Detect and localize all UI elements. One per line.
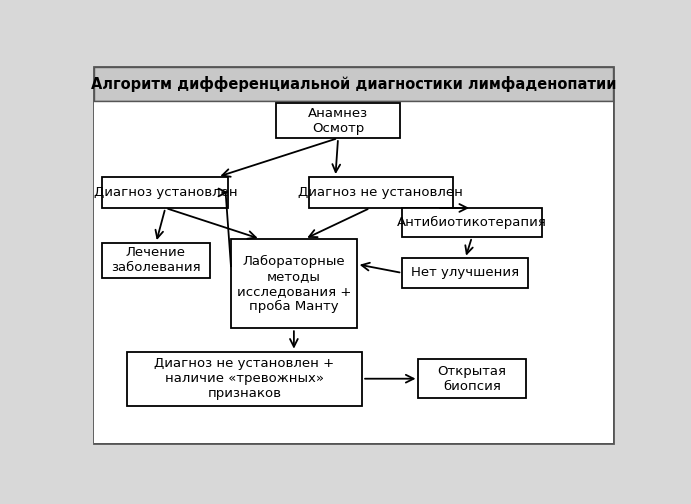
FancyBboxPatch shape xyxy=(402,259,528,287)
FancyBboxPatch shape xyxy=(126,352,362,406)
FancyBboxPatch shape xyxy=(276,103,399,138)
Text: Диагноз установлен: Диагноз установлен xyxy=(93,186,237,199)
Text: Диагноз не установлен +
наличие «тревожных»
признаков: Диагноз не установлен + наличие «тревожн… xyxy=(154,357,334,400)
FancyBboxPatch shape xyxy=(231,239,357,328)
Text: Открытая
биопсия: Открытая биопсия xyxy=(437,365,507,393)
FancyBboxPatch shape xyxy=(402,208,542,237)
Text: Антибиотикотерапия: Антибиотикотерапия xyxy=(397,216,547,229)
FancyBboxPatch shape xyxy=(95,67,613,101)
FancyBboxPatch shape xyxy=(95,101,613,443)
FancyBboxPatch shape xyxy=(102,177,228,208)
Text: Нет улучшения: Нет улучшения xyxy=(411,267,520,279)
FancyBboxPatch shape xyxy=(102,243,209,278)
Text: Диагноз не установлен: Диагноз не установлен xyxy=(299,186,464,199)
Text: Лабораторные
методы
исследования +
проба Манту: Лабораторные методы исследования + проба… xyxy=(237,255,351,312)
Text: Алгоритм дифференциальной диагностики лимфаденопатии: Алгоритм дифференциальной диагностики ли… xyxy=(91,76,616,92)
FancyBboxPatch shape xyxy=(95,67,613,443)
FancyBboxPatch shape xyxy=(418,359,525,398)
FancyBboxPatch shape xyxy=(309,177,453,208)
Text: Лечение
заболевания: Лечение заболевания xyxy=(111,246,201,274)
Text: Анамнез
Осмотр: Анамнез Осмотр xyxy=(308,107,368,135)
